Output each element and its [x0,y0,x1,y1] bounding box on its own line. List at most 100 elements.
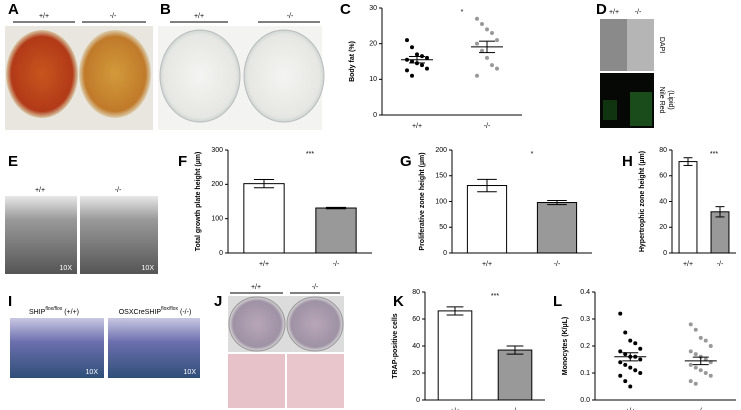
magnification: 10X [86,369,99,376]
y-tick-label: 0.2 [580,343,590,350]
bar [243,183,285,254]
data-point [480,22,484,27]
significance: *** [306,151,314,158]
panel-label: F [178,153,187,170]
data-point [623,379,628,384]
y-axis-label: Hypertrophic zone height (µm) [639,151,646,252]
x-tick-label: -/- [554,261,561,268]
x-tick-label: -/- [512,408,519,410]
photo [108,318,200,378]
panel-label: L [553,293,562,310]
data-point [425,66,429,71]
data-point [623,362,628,367]
significance: *** [710,151,718,158]
data-point [708,373,713,378]
y-tick-label: 0 [373,112,377,119]
panel-label: E [8,153,18,170]
data-point [688,362,693,367]
x-tick-label: +/+ [412,123,422,130]
magnification: 10X [142,265,155,272]
y-tick-label: 150 [435,173,447,180]
data-point [618,373,623,378]
data-point [618,360,623,365]
stain-label: (Lipid) [667,90,674,109]
data-point [490,63,494,68]
photo [627,19,654,71]
bar [497,349,533,401]
data-point [688,322,693,327]
data-point [480,48,484,53]
data-point [688,349,693,354]
data-point [623,330,628,335]
bar [315,207,357,254]
data-point [633,341,638,346]
y-tick-label: 50 [439,224,447,231]
bar [536,202,578,254]
x-tick-label: -/- [697,408,704,410]
data-point [638,371,643,375]
data-point [410,73,414,78]
x-tick-label: +/+ [450,408,460,410]
y-tick-label: 0.0 [580,397,590,404]
data-point [708,344,713,348]
magnification: 10X [184,369,197,376]
plate [228,296,286,352]
panel-label: H [622,153,633,170]
photo [603,100,617,120]
superscript: flox/flox [45,306,62,312]
data-point [425,55,429,60]
significance: * [461,9,464,16]
group-label: +/+ [251,284,261,291]
y-tick-label: 200 [435,147,447,154]
panel-label: B [160,1,171,18]
genotype: (+/+) [62,309,79,316]
x-tick-label: -/- [717,261,724,268]
group-label: +/+ [609,9,619,16]
y-tick-label: 60 [412,316,420,323]
group-label: OSXCreSHIPflox/flox (-/-) [119,306,192,316]
data-point [628,365,633,370]
group-label: -/- [110,13,117,20]
plate [243,29,325,123]
y-axis-label: Proliferative zone height (µm) [419,152,426,250]
magnification: 10X [60,265,73,272]
panel-label: D [596,1,607,18]
panel-label: I [8,293,12,310]
data-point [490,30,494,35]
data-point [693,365,698,370]
data-point [698,368,703,373]
data-point [698,335,703,340]
data-point [628,384,633,389]
data-point [415,52,419,57]
data-point [638,346,643,351]
y-tick-label: 100 [435,198,447,205]
significance: * [531,151,534,158]
panel-label: K [393,293,404,310]
y-axis-label: Body fat (%) [349,41,356,82]
y-tick-label: 100 [211,216,223,223]
group-label: -/- [635,9,642,16]
gene: OSXCreSHIP [119,309,162,316]
x-tick-label: +/+ [482,261,492,268]
x-tick-label: +/+ [625,408,635,410]
data-point [618,349,623,354]
group-label: +/+ [194,13,204,20]
y-tick-label: 10 [369,76,377,83]
data-point [633,368,638,373]
data-point [628,338,633,343]
y-tick-label: 0 [443,250,447,257]
panel-label: A [8,1,19,18]
data-point [693,352,698,357]
y-tick-label: 0 [219,250,223,257]
data-point [405,38,409,43]
photo [287,354,344,408]
y-tick-label: 60 [659,173,667,180]
data-point [475,16,479,21]
y-tick-label: 20 [369,41,377,48]
bar [466,185,508,254]
group-label: -/- [115,187,122,194]
photo [5,196,77,274]
x-tick-label: +/+ [683,261,693,268]
data-point [475,73,479,78]
